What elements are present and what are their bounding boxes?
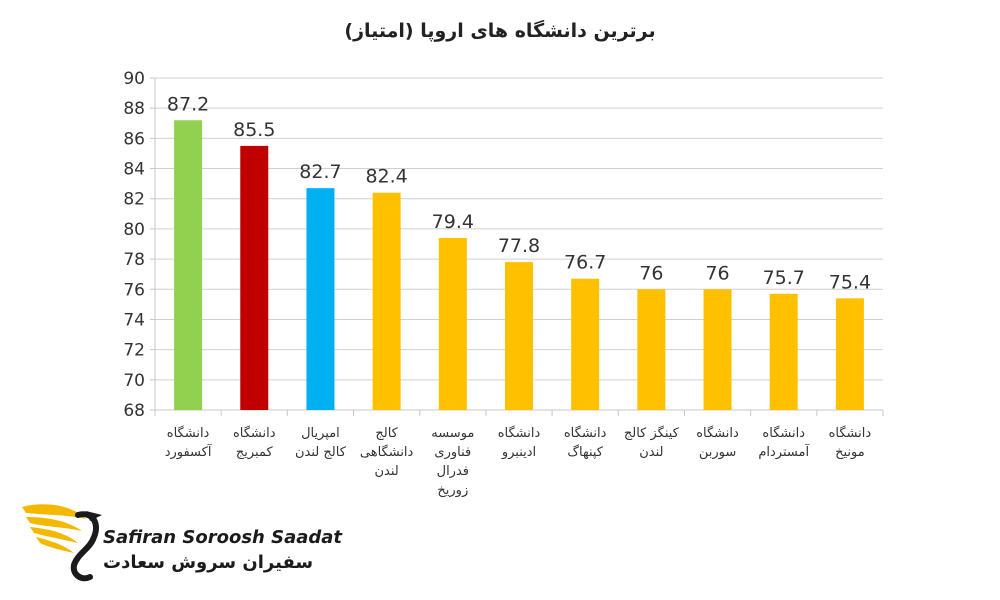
x-category-label-line: ادینبرو: [501, 445, 537, 460]
value-label: 79.4: [432, 211, 474, 233]
y-tick-label: 70: [123, 371, 145, 391]
x-category-label-line: کپنهاگ: [567, 445, 603, 460]
value-label: 77.8: [498, 235, 540, 257]
y-tick-label: 72: [123, 341, 145, 361]
value-label: 85.5: [233, 119, 275, 141]
y-tick-label: 76: [123, 280, 145, 300]
y-tick-label: 90: [123, 69, 145, 89]
y-tick-label: 86: [123, 129, 145, 149]
x-category-label-line: کالج: [375, 426, 398, 441]
bar: [835, 298, 864, 410]
x-category-label: دانشگاه مونیخ: [818, 424, 882, 462]
x-category-label-line: فناوری: [434, 445, 472, 460]
value-label: 76: [639, 262, 663, 284]
y-tick-label: 68: [123, 401, 145, 421]
x-category-label: کالج دانشگاهی لندن: [355, 424, 419, 481]
x-category-label-line: زوریخ: [437, 483, 469, 498]
x-category-label: دانشگاه کپنهاگ: [553, 424, 617, 462]
bar: [438, 237, 467, 410]
bar: [505, 262, 533, 410]
x-category-label-line: آکسفورد: [164, 445, 212, 460]
x-category-label-line: دانشگاه: [762, 426, 805, 441]
x-category-label-line: دانشگاه: [828, 426, 872, 441]
eagle-icon: [22, 504, 102, 582]
x-category-label-line: دانشگاه: [563, 426, 607, 441]
bar: [769, 293, 798, 410]
x-category-label-line: دانشگاه: [232, 426, 276, 441]
bar: [571, 278, 600, 410]
x-category-label: دانشگاه سوربن: [686, 424, 750, 462]
value-label: 76.7: [564, 252, 606, 274]
x-category-label-line: امپریال: [301, 426, 340, 441]
x-category-label: دانشگاه ادینبرو: [487, 424, 551, 462]
logo-english-name: Safiran Soroosh Saadat: [103, 527, 343, 548]
bars: [174, 120, 864, 410]
value-label: 76: [705, 262, 729, 284]
x-category-label: دانشگاه آکسفورد: [156, 424, 220, 462]
value-label: 75.4: [829, 271, 871, 293]
bar: [174, 120, 203, 410]
x-category-label-line: کمبریج: [235, 445, 273, 460]
x-category-label: امپریال کالج لندن: [288, 424, 352, 462]
x-category-label-line: موسسه: [431, 426, 475, 441]
x-category-label-line: دانشگاه: [696, 426, 739, 441]
x-category-label-line: کالج لندن: [295, 445, 346, 460]
x-category-label-line: دانشگاه: [497, 426, 541, 441]
bar: [703, 289, 732, 410]
y-tick-label: 74: [123, 310, 145, 330]
x-category-label: دانشگاه آمستردام: [752, 424, 816, 462]
bar: [637, 289, 666, 410]
x-category-label: کینگز کالج لندن: [619, 424, 683, 462]
x-category-label-line: آمستردام: [758, 445, 810, 460]
x-category-label-line: دانشگاه: [166, 426, 210, 441]
y-tick-label: 84: [123, 160, 145, 180]
chart-title: برترین دانشگاه های اروپا (امتیاز): [344, 20, 656, 42]
x-category-label: موسسه فناوری فدرال زوریخ: [421, 424, 485, 500]
y-tick-label: 80: [123, 220, 145, 240]
y-tick-label: 88: [123, 99, 145, 119]
x-category-label-line: لندن: [374, 464, 399, 479]
x-category-label-line: کینگز کالج: [623, 426, 679, 441]
company-logo: Safiran Soroosh Saadat سفیران سروش سعادت: [20, 495, 342, 585]
bar: [372, 192, 401, 410]
value-label: 82.7: [299, 161, 341, 183]
x-category-label-line: دانشگاهی: [359, 445, 414, 460]
bar: [240, 145, 269, 410]
y-tick-label: 82: [123, 190, 145, 210]
x-category-label-line: سوربن: [698, 445, 737, 460]
value-label: 75.7: [763, 267, 805, 289]
value-label: 82.4: [365, 166, 407, 188]
value-label: 87.2: [167, 93, 209, 115]
logo-persian-name: سفیران سروش سعادت: [103, 552, 314, 573]
value-labels: 87.2 85.5 82.7 82.4 79.4 77.8 76.7 76 76 75.7 75.4: [167, 93, 871, 293]
y-tick-label: 78: [123, 250, 145, 270]
x-category-label-line: فدرال: [436, 464, 469, 479]
y-tick-labels: 68 70 72 74 76 78 80 82 84 86 88 90: [123, 69, 145, 421]
bar: [306, 188, 335, 410]
x-category-label-line: لندن: [639, 445, 664, 460]
x-category-label-line: مونیخ: [835, 445, 865, 460]
x-category-label: دانشگاه کمبریج: [222, 424, 286, 462]
